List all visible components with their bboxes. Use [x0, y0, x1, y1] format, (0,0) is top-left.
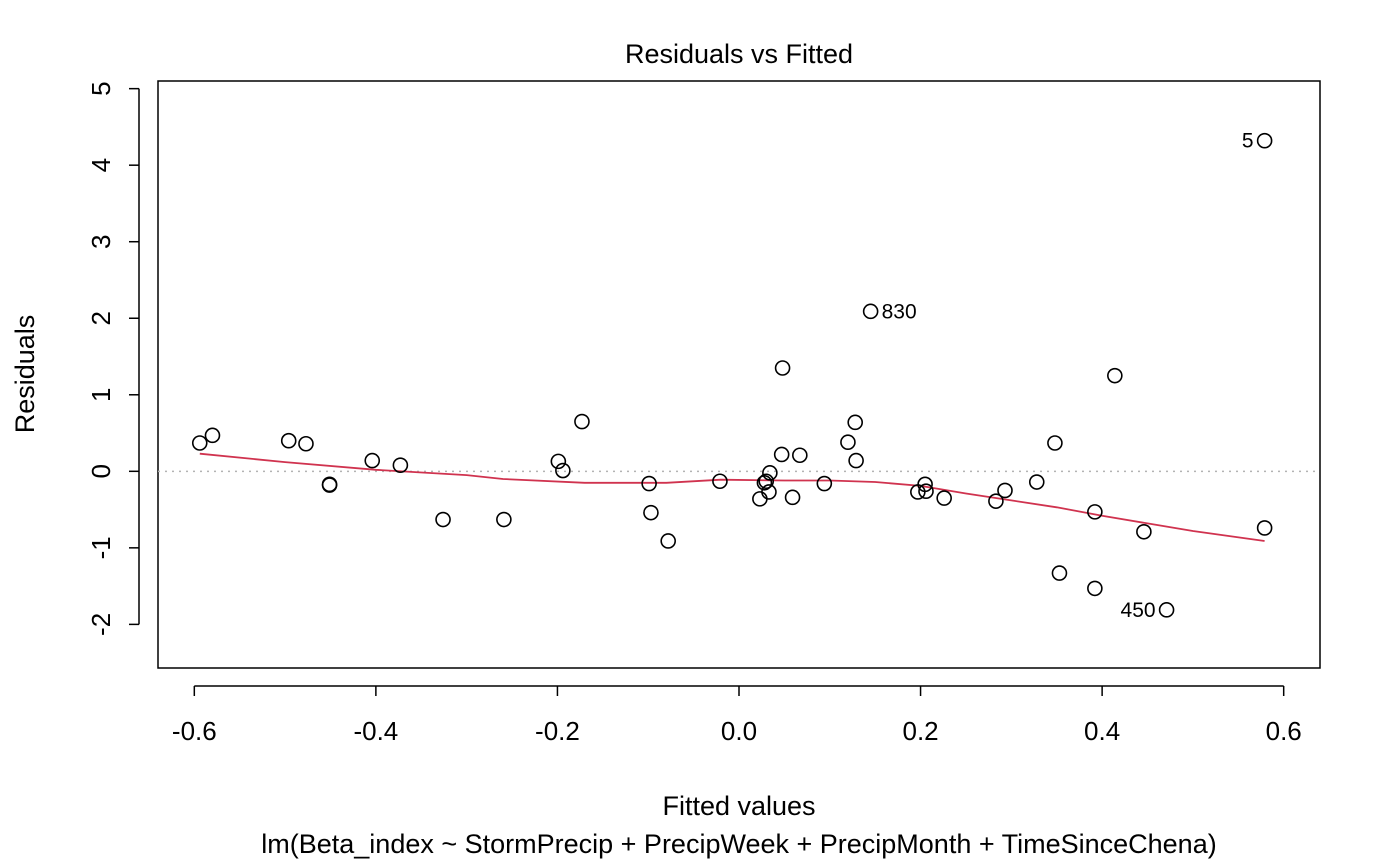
data-point — [1028, 474, 1045, 490]
data-point — [204, 427, 221, 444]
y-tick-label: 4 — [86, 158, 116, 172]
x-tick-label: 0.0 — [721, 716, 757, 746]
data-point — [1256, 132, 1273, 149]
data-point — [660, 533, 676, 549]
y-tick-label: 3 — [86, 234, 116, 248]
y-tick-label: 1 — [86, 388, 116, 402]
data-point — [918, 483, 934, 500]
point-label: 5 — [1242, 130, 1254, 153]
data-point — [917, 476, 933, 493]
data-point — [847, 414, 864, 431]
plot-frame — [157, 80, 1321, 669]
data-point — [555, 462, 571, 479]
x-tick-label: -0.4 — [353, 716, 398, 746]
data-point — [435, 511, 451, 528]
data-point — [321, 477, 338, 493]
x-axis: -0.6 -0.4 -0.2 0.0 0.2 0.4 0.6 — [172, 685, 1302, 746]
data-point — [280, 432, 297, 449]
x-tick-label: -0.6 — [172, 716, 217, 746]
data-point — [840, 434, 856, 451]
plot-area: 5 830 450 — [157, 80, 1321, 669]
data-point — [574, 413, 590, 430]
data-point — [936, 490, 952, 506]
data-point — [298, 435, 314, 452]
data-point — [773, 446, 790, 463]
data-point — [792, 447, 808, 464]
data-point — [641, 475, 657, 492]
data-point — [997, 482, 1013, 499]
data-point — [712, 473, 728, 490]
y-tick-label: 0 — [86, 464, 116, 478]
data-point — [784, 489, 801, 506]
point-label: 830 — [882, 300, 917, 323]
data-point — [1158, 602, 1175, 618]
data-point — [1087, 580, 1103, 597]
y-tick-label: 2 — [86, 311, 116, 325]
data-point — [1136, 523, 1152, 540]
y-tick-label: -1 — [86, 536, 116, 559]
x-tick-label: -0.2 — [535, 716, 580, 746]
data-point — [848, 452, 864, 469]
data-point — [1107, 367, 1123, 384]
data-point — [758, 473, 775, 490]
y-axis-title: Residuals — [10, 315, 40, 434]
model-formula-subtitle: lm(Beta_index ~ StormPrecip + PrecipWeek… — [261, 829, 1216, 859]
data-point — [643, 504, 659, 521]
chart-title: Residuals vs Fitted — [625, 39, 853, 69]
data-point — [364, 452, 381, 469]
data-point — [1047, 435, 1063, 451]
y-tick-label: 5 — [86, 81, 116, 95]
x-tick-label: 0.2 — [902, 716, 938, 746]
point-label: 450 — [1121, 599, 1156, 622]
data-point — [762, 465, 778, 481]
data-point — [988, 493, 1004, 509]
data-point — [1087, 504, 1103, 520]
data-point — [816, 475, 833, 492]
data-point — [1256, 520, 1273, 536]
x-tick-label: 0.6 — [1266, 716, 1302, 746]
data-point — [392, 457, 409, 473]
data-point — [774, 360, 791, 376]
data-point — [756, 474, 773, 491]
y-tick-label: -2 — [86, 613, 116, 636]
y-axis: -2 -1 0 1 2 3 4 5 — [86, 81, 140, 636]
data-point — [550, 453, 567, 470]
x-axis-title: Fitted values — [662, 791, 815, 821]
x-tick-label: 0.4 — [1084, 716, 1120, 746]
data-point — [1051, 565, 1068, 581]
data-point — [862, 303, 879, 320]
data-point — [761, 484, 777, 500]
data-point — [191, 435, 208, 451]
data-point — [496, 511, 512, 528]
